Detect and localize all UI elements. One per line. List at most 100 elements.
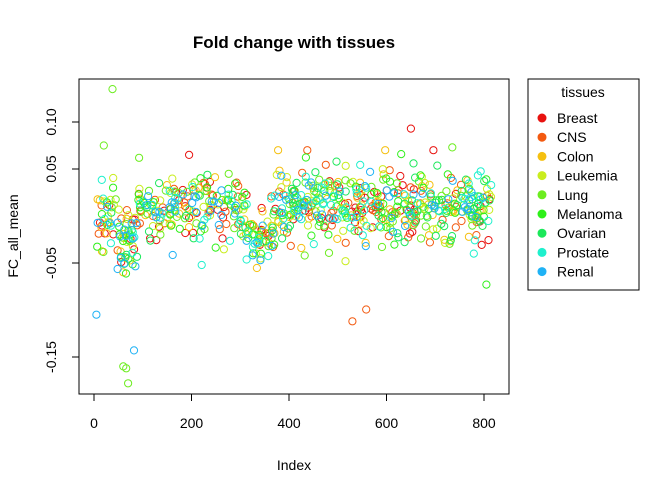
data-point (329, 192, 338, 201)
data-point (411, 173, 420, 182)
data-point (343, 213, 352, 222)
data-point (485, 190, 494, 199)
data-point (242, 236, 251, 245)
data-point (397, 150, 406, 159)
data-point (121, 269, 131, 278)
data-point (168, 250, 177, 260)
data-point (480, 177, 489, 186)
data-point (175, 224, 184, 233)
data-point (171, 207, 180, 216)
data-point (106, 239, 116, 248)
data-point (270, 207, 279, 216)
data-point (195, 191, 204, 200)
data-point (378, 214, 387, 223)
data-point (481, 198, 490, 207)
data-point (344, 198, 353, 208)
data-point (312, 188, 321, 197)
data-point (469, 249, 478, 258)
data-point (311, 207, 320, 216)
data-point (206, 206, 215, 215)
data-point (438, 215, 447, 224)
data-point (339, 226, 348, 235)
legend-label: Renal (557, 264, 594, 280)
data-point (267, 241, 276, 251)
data-point (446, 236, 455, 245)
data-point (97, 210, 107, 219)
data-point (290, 206, 299, 216)
data-point (374, 199, 383, 208)
data-point (482, 175, 491, 184)
data-point (321, 179, 330, 188)
data-point (93, 218, 102, 227)
data-point (231, 201, 240, 210)
data-point (341, 211, 350, 220)
data-point (261, 236, 270, 246)
data-point (152, 213, 161, 222)
data-point (324, 230, 333, 239)
data-point (179, 190, 188, 199)
y-tick-label: 0.10 (43, 108, 59, 135)
data-point (423, 213, 432, 222)
data-point (129, 346, 139, 355)
data-point (367, 197, 376, 206)
legend-swatch (537, 267, 547, 277)
legend-label: Melanoma (557, 206, 623, 222)
legend-frame (527, 78, 640, 291)
data-point (217, 186, 226, 195)
data-point (366, 224, 375, 233)
data-point (240, 188, 249, 197)
data-point (122, 364, 131, 373)
data-point (267, 221, 276, 230)
data-point (258, 221, 267, 230)
data-point (450, 199, 459, 208)
data-point (203, 170, 212, 179)
legend-label: Lung (557, 187, 588, 203)
data-point (238, 192, 247, 201)
data-point (407, 212, 416, 221)
legend-label: Ovarian (557, 225, 606, 241)
data-point (416, 171, 425, 180)
data-point (156, 213, 165, 222)
data-point (188, 182, 197, 192)
data-point (243, 227, 252, 236)
data-point (180, 198, 189, 207)
data-point (419, 183, 428, 192)
data-point (124, 211, 133, 220)
data-point (135, 153, 144, 162)
data-point (297, 243, 306, 253)
data-point (267, 194, 276, 203)
data-point (256, 249, 265, 258)
data-point (128, 248, 137, 257)
data-point (427, 200, 436, 209)
data-point (319, 198, 328, 208)
data-point (222, 219, 231, 229)
data-point (108, 85, 117, 94)
data-point (330, 214, 339, 223)
data-point (197, 260, 206, 270)
data-point (274, 146, 283, 155)
legend-swatch (537, 113, 547, 123)
data-point (232, 178, 241, 187)
data-point (217, 210, 226, 220)
data-point (304, 201, 313, 210)
data-point (442, 187, 451, 196)
data-point (111, 195, 120, 204)
data-point (362, 221, 371, 230)
data-point (121, 253, 130, 262)
data-point (404, 207, 413, 217)
data-point (228, 190, 237, 199)
data-point (242, 190, 251, 199)
data-point (148, 222, 158, 231)
data-point (379, 199, 388, 208)
plot-area (78, 78, 510, 395)
data-point (230, 209, 239, 218)
data-point (358, 231, 367, 240)
data-point (99, 141, 108, 150)
legend-title: tissues (561, 84, 605, 100)
data-point (381, 146, 390, 155)
data-point (431, 231, 440, 240)
data-point (99, 247, 108, 257)
data-point (257, 203, 266, 213)
data-point (425, 238, 434, 247)
data-point (215, 225, 224, 234)
